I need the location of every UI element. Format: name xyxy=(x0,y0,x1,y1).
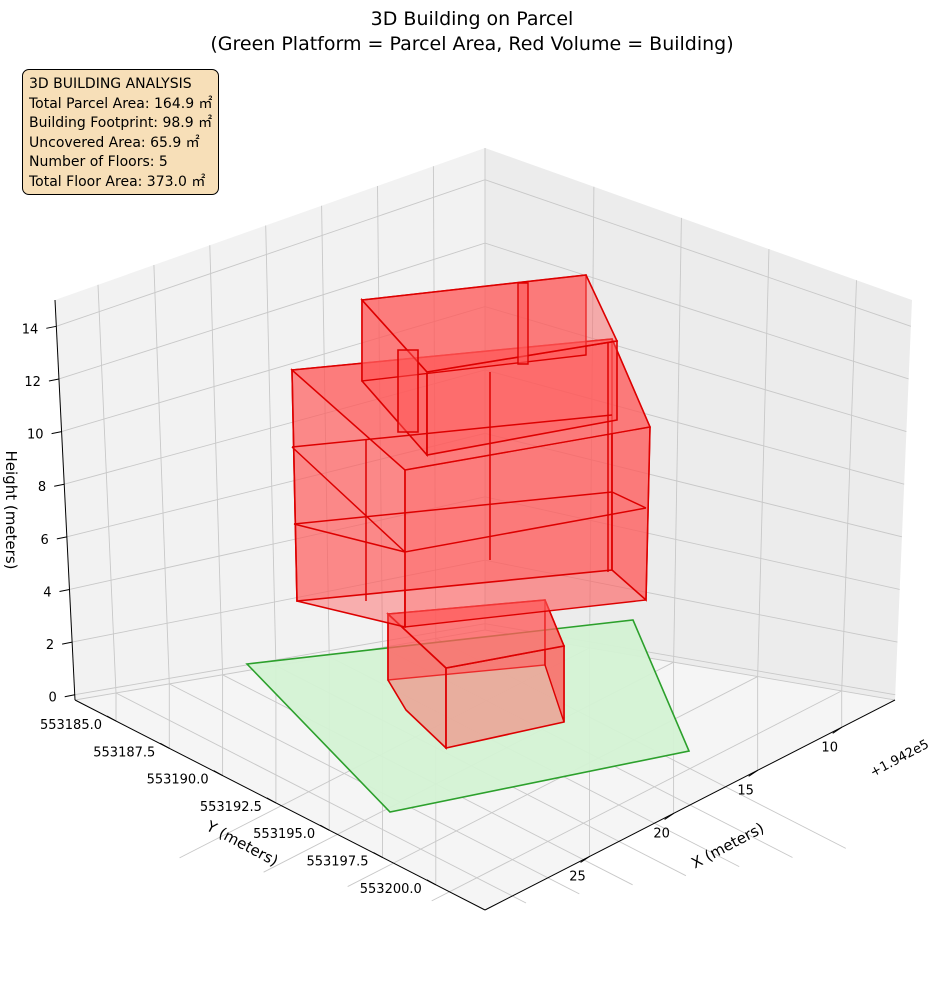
x-tick-label: 25 xyxy=(569,869,586,884)
x-tick xyxy=(664,812,674,820)
tick-marks xyxy=(46,325,842,886)
info-total-floor-area: Total Floor Area: 373.0 ㎡ xyxy=(29,173,206,190)
z-tick-label: 10 xyxy=(27,428,44,443)
y-tick xyxy=(319,824,330,831)
floor-gridline-y xyxy=(115,692,527,904)
x-gridline-wall xyxy=(673,217,682,663)
info-building-footprint: Building Footprint: 98.9 ㎡ xyxy=(29,115,212,131)
y-tick-label: 553197.5 xyxy=(306,855,368,870)
z-tick xyxy=(56,536,67,540)
z-tick xyxy=(48,378,60,382)
floor-line-3 xyxy=(291,414,613,448)
chart-title: 3D Building on Parcel xyxy=(371,8,574,30)
z-tick-label: 8 xyxy=(38,480,46,495)
z-tick-label: 12 xyxy=(24,375,41,390)
y-gridline-wall xyxy=(97,284,117,694)
y-tick-label: 553187.5 xyxy=(93,745,155,760)
z-axis-line xyxy=(54,299,76,701)
building-layer xyxy=(290,274,651,750)
z-tick xyxy=(54,483,65,487)
y-axis-line xyxy=(74,699,486,911)
y-tick-label: 553200.0 xyxy=(360,882,422,897)
floor-gridline-x xyxy=(347,676,758,887)
x-tick xyxy=(580,856,590,863)
z-tick xyxy=(64,694,75,698)
z-axis-label: Height (meters) xyxy=(2,451,20,570)
y-tick xyxy=(160,742,170,749)
y-tick xyxy=(373,852,383,858)
z-tick-label: 14 xyxy=(22,322,39,337)
floor-line-2 xyxy=(293,523,406,553)
z-tick-label: 6 xyxy=(41,533,49,548)
info-uncovered-area: Uncovered Area: 65.9 ㎡ xyxy=(29,134,200,151)
y-tick-label: 553192.5 xyxy=(200,800,262,815)
y-gridline-wall xyxy=(321,205,330,657)
z-tick xyxy=(51,431,62,435)
z-tick-label: 0 xyxy=(48,691,56,706)
floor-line-4 xyxy=(293,491,647,525)
y-tick-label: 553185.0 xyxy=(40,718,102,733)
y-tick-label: 553195.0 xyxy=(253,827,315,842)
floor-gridline-x xyxy=(431,690,842,902)
info-floor-count: Number of Floors: 5 xyxy=(29,154,168,170)
axis-lines xyxy=(54,299,896,911)
info-heading: 3D BUILDING ANALYSIS xyxy=(29,76,192,92)
z-tick xyxy=(46,325,57,329)
z-tick-label: 4 xyxy=(43,585,51,600)
z-tick xyxy=(62,641,73,645)
z-tick xyxy=(59,588,70,592)
y-gridline-wall xyxy=(209,245,224,675)
x-tick xyxy=(832,726,842,734)
x-tick-label: 15 xyxy=(737,783,754,798)
analysis-info-box: 3D BUILDING ANALYSIS Total Parcel Area: … xyxy=(22,69,219,195)
x-offset-label: +1.942e5 xyxy=(868,737,932,780)
tick-labels: 0 2 4 6 8 10 12 14 553185.0 553187.5 553190.0 55319… xyxy=(22,322,838,896)
y-tick xyxy=(213,770,223,777)
building-fin-right xyxy=(517,282,529,365)
y-tick xyxy=(106,715,117,722)
info-parcel-area: Total Parcel Area: 164.9 ㎡ xyxy=(29,95,212,112)
x-gridline-wall xyxy=(757,249,770,677)
y-gridline-wall xyxy=(265,225,277,666)
x-tick xyxy=(748,769,758,777)
y-gridline-wall xyxy=(153,265,170,684)
x-tick-label: 20 xyxy=(653,826,670,841)
y-tick-label: 553190.0 xyxy=(147,773,209,788)
y-axis-label: Y (meters) xyxy=(203,817,282,870)
x-tick-label: 10 xyxy=(821,740,838,755)
x-axis-label: X (meters) xyxy=(688,819,767,872)
z-tick-label: 2 xyxy=(46,638,54,653)
y-tick xyxy=(426,879,437,886)
building-upper-top xyxy=(360,274,619,373)
chart-subtitle: (Green Platform = Parcel Area, Red Volum… xyxy=(210,33,733,55)
y-tick xyxy=(266,797,277,804)
x-axis-line xyxy=(484,699,896,911)
building-fin-left xyxy=(397,349,419,433)
x-gridline-wall xyxy=(841,280,857,691)
